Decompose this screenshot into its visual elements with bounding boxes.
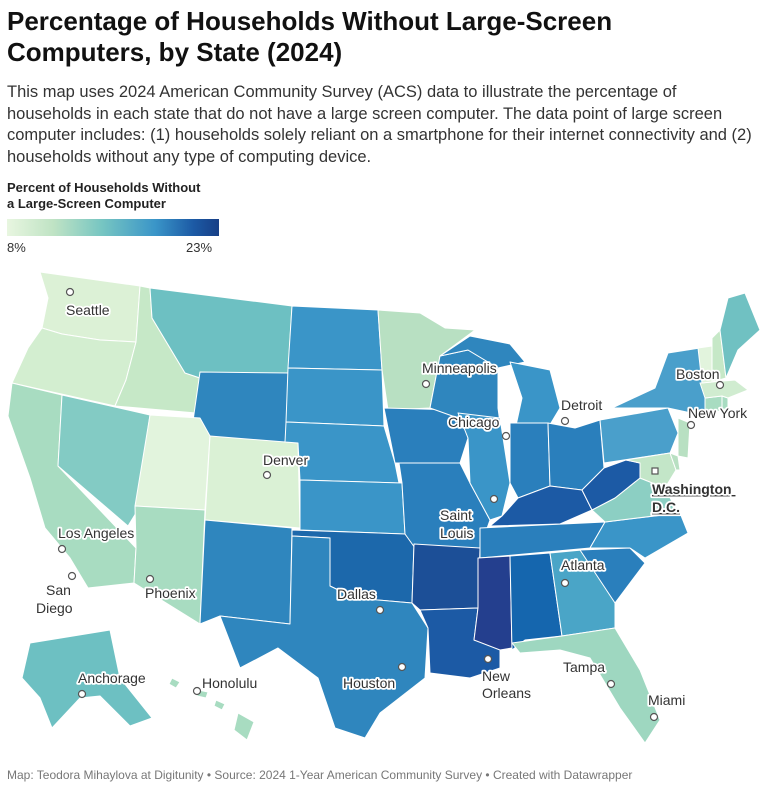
state-colorado[interactable] [204, 435, 301, 529]
city-label-saint-louis-line2: Louis [440, 525, 473, 541]
legend-title: Percent of Households Without a Large-Sc… [7, 180, 237, 212]
city-dot-atlanta [560, 578, 570, 588]
city-label-phoenix: Phoenix [145, 585, 196, 601]
city-label-new-orleans-line2: Orleans [482, 685, 531, 701]
state-delaware[interactable] [669, 452, 681, 471]
legend-title-line1: Percent of Households Without [7, 180, 201, 195]
city-label-chicago: Chicago [448, 414, 500, 430]
state-north-dakota[interactable] [287, 305, 383, 371]
state-mississippi[interactable] [473, 555, 513, 651]
city-label-san-diego-line1: San [46, 582, 71, 598]
state-illinois[interactable] [457, 412, 511, 521]
state-indiana[interactable] [509, 422, 551, 499]
legend-color-scale [7, 219, 219, 236]
city-label-miami: Miami [648, 692, 685, 708]
city-label-new-york: New York [688, 405, 748, 421]
city-label-san-diego: San Diego [36, 582, 75, 616]
state-georgia[interactable] [549, 549, 616, 637]
city-label-saint-louis-line1: Saint [440, 507, 472, 523]
city-label-los-angeles: Los Angeles [58, 525, 134, 541]
city-dot-anchorage [77, 689, 87, 699]
city-dot-saint-louis [489, 494, 499, 504]
city-label-atlanta: Atlanta [561, 557, 605, 573]
us-states-map: Seattle Minneapolis Boston Detroit New Y… [7, 271, 761, 744]
city-dot-houston [397, 662, 407, 672]
footer-credits: Map: Teodora Mihaylova at Digitunity • S… [7, 768, 633, 782]
city-dot-tampa [606, 679, 616, 689]
city-label-new-orleans: New Orleans [482, 668, 531, 701]
state-maine[interactable] [719, 292, 761, 379]
city-dot-seattle [65, 287, 75, 297]
city-label-honolulu: Honolulu [202, 675, 257, 691]
state-south-carolina[interactable] [579, 547, 646, 604]
city-dot-new-york [686, 420, 696, 430]
legend-min-label: 8% [7, 240, 26, 255]
city-label-dallas: Dallas [337, 586, 376, 602]
legend-title-line2: a Large-Screen Computer [7, 196, 166, 211]
state-nevada[interactable] [57, 394, 151, 527]
city-label-san-diego-line2: Diego [36, 600, 73, 616]
city-dot-los-angeles [57, 544, 67, 554]
state-florida[interactable] [511, 627, 661, 744]
city-dot-new-orleans [483, 654, 493, 664]
city-dot-detroit [560, 416, 570, 426]
state-arizona[interactable] [133, 505, 206, 625]
state-hawaii-main[interactable] [233, 712, 255, 741]
city-label-detroit: Detroit [561, 397, 602, 413]
state-massachusetts[interactable] [699, 379, 749, 399]
city-label-washington: Washington D.C. [652, 481, 735, 515]
city-dot-phoenix [145, 574, 155, 584]
legend-max-label: 23% [186, 240, 213, 255]
city-dot-dallas [375, 605, 385, 615]
city-label-anchorage: Anchorage [78, 670, 146, 686]
city-label-washington-line1: Washington [652, 481, 732, 497]
city-dot-boston [715, 380, 725, 390]
city-label-minneapolis: Minneapolis [422, 360, 497, 376]
city-label-saint-louis: Saint Louis [440, 507, 476, 541]
state-alabama[interactable] [509, 552, 563, 651]
state-kansas[interactable] [299, 479, 406, 535]
state-michigan-upper[interactable] [439, 335, 526, 369]
city-label-seattle: Seattle [66, 302, 110, 318]
state-new-mexico[interactable] [199, 519, 293, 625]
map-description: This map uses 2024 American Community Su… [7, 83, 752, 166]
city-label-boston: Boston [676, 366, 720, 382]
city-dot-miami [649, 712, 659, 722]
state-texas[interactable] [219, 535, 429, 739]
city-dot-chicago [501, 431, 511, 441]
city-labels: Seattle Minneapolis Boston Detroit New Y… [34, 300, 750, 710]
state-new-jersey[interactable] [677, 417, 691, 459]
city-dots [57, 287, 725, 722]
state-south-dakota[interactable] [285, 367, 385, 427]
city-dot-honolulu [192, 686, 202, 696]
city-dot-washington [651, 467, 659, 475]
state-michigan[interactable] [509, 361, 561, 431]
city-label-new-orleans-line1: New [482, 668, 511, 684]
state-arkansas[interactable] [411, 543, 481, 611]
map-title: Percentage of Households Without Large-S… [7, 6, 613, 67]
city-dot-minneapolis [421, 379, 431, 389]
city-dot-san-diego [67, 571, 77, 581]
city-label-washington-line2: D.C. [652, 499, 680, 515]
state-pennsylvania[interactable] [599, 407, 679, 464]
city-label-denver: Denver [263, 452, 308, 468]
city-label-tampa: Tampa [563, 659, 605, 675]
city-label-houston: Houston [343, 675, 395, 691]
city-dot-denver [262, 470, 272, 480]
state-alaska[interactable] [21, 629, 153, 729]
